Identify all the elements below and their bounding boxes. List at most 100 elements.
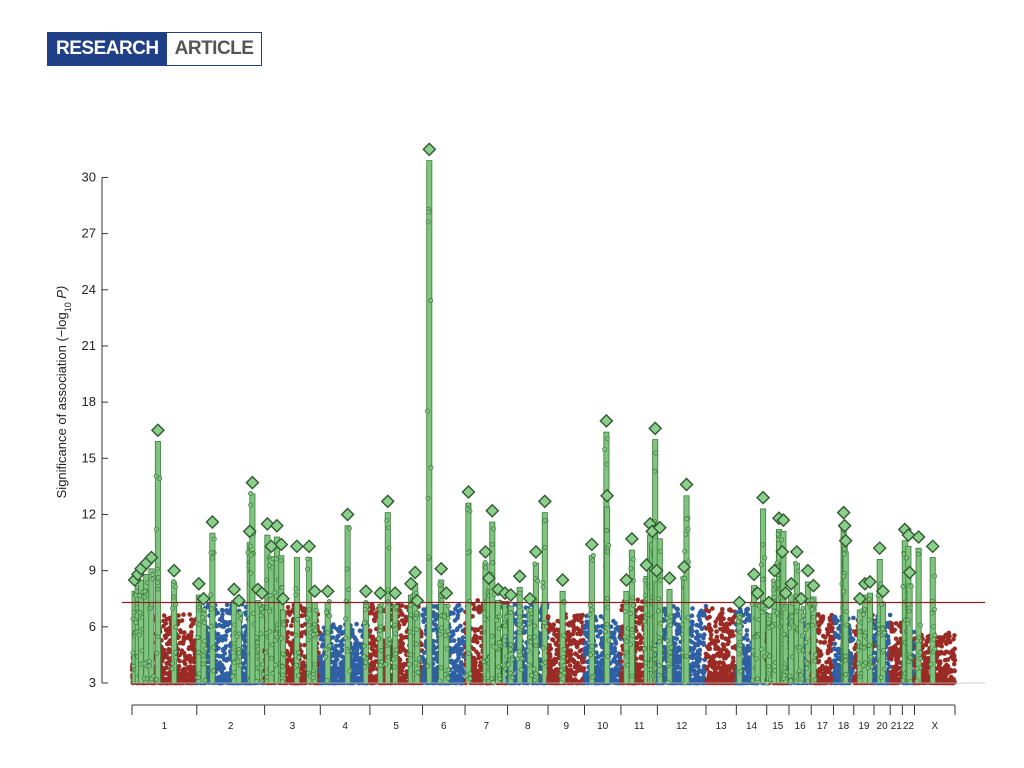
peak-snp — [496, 626, 502, 632]
snp-point — [582, 653, 587, 658]
snp-point — [398, 649, 403, 654]
snp-point — [222, 651, 228, 656]
snp-point — [555, 618, 560, 624]
snp-point — [449, 658, 454, 664]
peak-snp — [506, 662, 512, 667]
peak-column — [493, 600, 503, 684]
snp-point — [566, 622, 572, 628]
peak-snp — [439, 625, 445, 631]
peak-column — [531, 561, 541, 684]
peak-snp — [386, 545, 392, 551]
snp-point — [548, 646, 554, 651]
snp-point — [160, 678, 166, 683]
snp-point — [453, 674, 458, 680]
snp-point — [552, 631, 557, 637]
peak-column — [343, 525, 352, 684]
snp-point — [398, 666, 404, 671]
snp-point — [548, 653, 553, 659]
peak-bar — [344, 525, 351, 684]
snp-point — [164, 665, 169, 671]
snp-point — [451, 665, 457, 670]
peak-snp — [278, 557, 284, 563]
snp-point — [219, 669, 225, 675]
peak-snp — [541, 620, 547, 626]
peak-snp — [542, 545, 548, 550]
peak-snp — [489, 633, 495, 639]
peak-snp — [305, 566, 310, 572]
peak-snp — [496, 640, 502, 646]
snp-point — [191, 644, 196, 650]
snp-point — [182, 673, 188, 679]
peak-snp — [202, 607, 208, 613]
peak-snp — [466, 502, 471, 508]
peak-snp — [561, 670, 567, 676]
peak-snp — [248, 570, 254, 576]
snp-point — [224, 602, 230, 608]
snp-point — [460, 639, 465, 644]
peak-snp — [377, 606, 383, 612]
peak-snp — [439, 597, 445, 603]
snp-point — [182, 661, 188, 667]
peak-snp — [306, 622, 312, 628]
peak-snp — [296, 654, 302, 660]
badge-research: RESEARCH — [48, 33, 167, 65]
snp-point — [597, 630, 603, 636]
snp-point — [471, 655, 477, 661]
peak-column — [169, 579, 179, 684]
snp-point — [367, 628, 373, 633]
peak-snp — [509, 656, 515, 662]
snp-point — [163, 621, 169, 626]
snp-point — [335, 674, 341, 679]
snp-point — [225, 628, 230, 633]
peak-snp — [345, 648, 351, 654]
snp-point — [369, 646, 375, 652]
peak-snp — [394, 604, 400, 610]
snp-point — [370, 652, 375, 657]
peak-snp — [141, 661, 147, 667]
snp-point — [300, 671, 306, 677]
snp-point — [570, 639, 575, 645]
snp-point — [223, 673, 228, 678]
peak-snp — [362, 664, 368, 670]
snp-point — [188, 659, 193, 664]
snp-point — [575, 631, 580, 637]
peak-snp — [248, 502, 254, 508]
peak-snp — [280, 651, 286, 657]
snp-point — [421, 672, 427, 677]
peak-snp — [269, 565, 275, 571]
snp-point — [370, 634, 376, 639]
peak-snp — [496, 664, 502, 670]
peak-snp — [527, 639, 533, 645]
peak-snp — [136, 632, 142, 638]
peak-column — [413, 610, 422, 684]
snp-point — [570, 619, 576, 624]
peak-snp — [294, 662, 299, 668]
snp-point — [302, 642, 307, 648]
snp-point — [337, 652, 343, 658]
peak-bar — [526, 609, 533, 684]
snp-point — [188, 633, 194, 638]
snp-point — [339, 647, 345, 652]
snp-point — [189, 617, 194, 622]
snp-point — [215, 636, 220, 641]
y-tick-label: 18 — [82, 394, 96, 409]
snp-point — [191, 656, 197, 661]
peak-snp — [516, 649, 522, 654]
peak-snp — [155, 580, 161, 586]
peak-snp — [324, 678, 330, 684]
snp-point — [331, 651, 336, 656]
peak-snp — [528, 607, 533, 613]
snp-point — [224, 658, 229, 663]
snp-point — [420, 655, 425, 660]
peak-snp — [280, 664, 286, 669]
badge-article: ARTICLE — [166, 33, 262, 65]
snp-point — [368, 609, 374, 614]
peak-snp — [157, 476, 163, 481]
peak-snp — [273, 662, 278, 668]
snp-point — [459, 677, 464, 683]
snp-point — [369, 602, 375, 607]
snp-point — [165, 660, 171, 666]
peak-snp — [444, 646, 450, 652]
snp-point — [189, 629, 194, 635]
